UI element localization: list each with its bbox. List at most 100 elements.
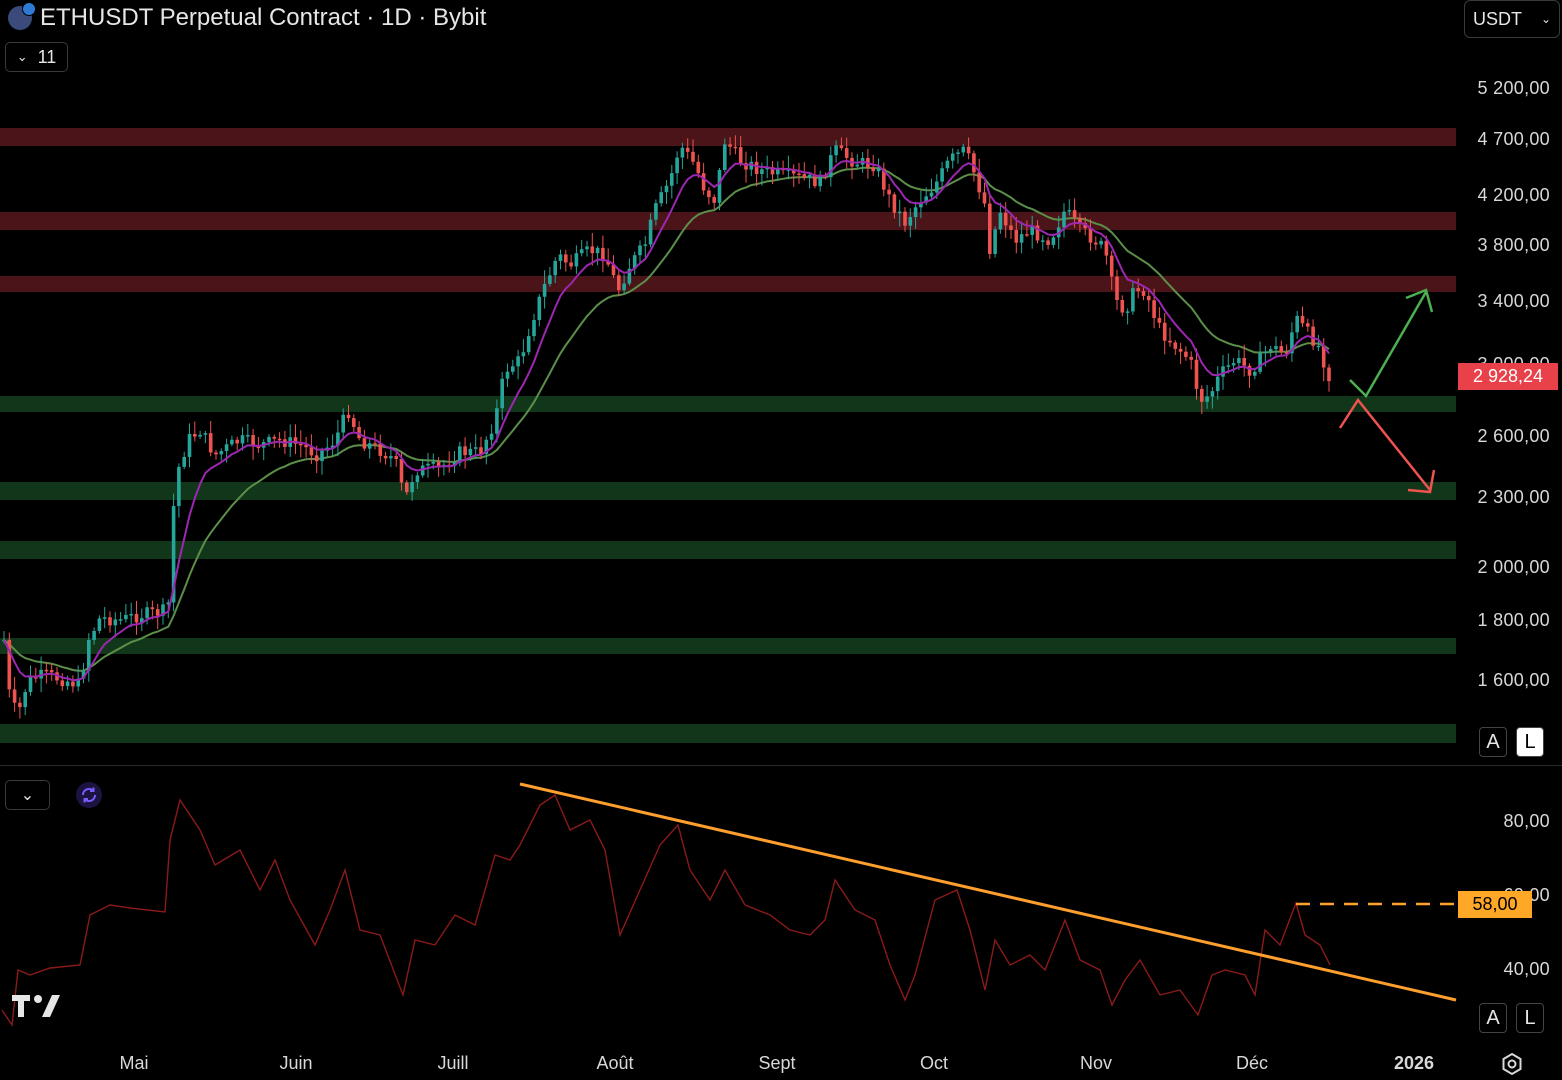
pane-divider[interactable] <box>0 765 1562 766</box>
candle-body <box>81 670 86 679</box>
candle-body <box>49 670 54 673</box>
candle-body <box>1237 358 1241 364</box>
candle-body <box>659 192 663 204</box>
candle-body <box>1030 225 1034 235</box>
candle-body <box>1147 295 1151 301</box>
bullish-scenario-arrow <box>1349 291 1428 399</box>
log-scale-button[interactable]: L <box>1516 727 1544 757</box>
rsi-auto-scale-button[interactable]: A <box>1479 1003 1507 1033</box>
candle-body <box>569 262 573 267</box>
candle-body <box>1094 242 1098 245</box>
candle-body <box>219 451 224 455</box>
candle-body <box>882 168 886 190</box>
candle-body <box>733 146 738 149</box>
candle-body <box>129 613 133 616</box>
rsi-log-scale-button[interactable]: L <box>1516 1003 1544 1033</box>
candle-body <box>701 173 706 191</box>
price-tick: 3 800,00 <box>1477 235 1550 255</box>
candle-body <box>431 461 436 464</box>
price-tick: 4 200,00 <box>1477 185 1550 205</box>
candle-body <box>166 602 171 605</box>
candle-body <box>956 152 960 154</box>
candle-body <box>717 169 722 203</box>
candle-body <box>892 194 897 213</box>
candle-body <box>214 452 218 455</box>
chart-title-text: ETHUSDT Perpetual Contract · 1D · Bybit <box>40 4 487 31</box>
candle-body <box>399 458 404 483</box>
candle-body <box>134 613 139 623</box>
candle-body <box>770 167 775 175</box>
candle-body <box>97 618 102 631</box>
candle-body <box>124 614 128 620</box>
candle-body <box>272 436 277 439</box>
auto-scale-button[interactable]: A <box>1479 727 1507 757</box>
rsi-tick: 40,00 <box>1503 959 1550 979</box>
chart-title[interactable]: ETHUSDT Perpetual Contract · 1D · Bybit <box>8 2 487 32</box>
candle-body <box>171 506 176 603</box>
candle-body <box>1205 396 1209 402</box>
candle-body <box>617 275 621 291</box>
price-tick: 2 000,00 <box>1477 557 1550 577</box>
resistance-zone <box>0 128 1456 146</box>
candle-body <box>950 153 955 161</box>
candle-body <box>463 446 467 456</box>
candle-body <box>1025 234 1029 236</box>
candle-body <box>484 439 489 454</box>
candle-body <box>1327 367 1331 382</box>
candle-body <box>246 435 250 437</box>
candle-body <box>1152 300 1156 318</box>
candle-body <box>1290 332 1294 354</box>
candle-body <box>945 160 950 169</box>
rsi-trendline <box>519 782 1457 1002</box>
candlesticks <box>2 135 1331 719</box>
tradingview-logo[interactable] <box>12 993 60 1019</box>
candle-body <box>548 275 552 284</box>
time-label: Déc <box>1235 1053 1269 1073</box>
candle-body <box>23 692 27 708</box>
candle-body <box>802 174 807 178</box>
candle-body <box>908 217 913 226</box>
chevron-down-icon: ⌄ <box>1540 12 1551 26</box>
candle-body <box>738 147 743 164</box>
rsi-tick: 80,00 <box>1503 811 1550 831</box>
candle-body <box>940 168 944 182</box>
candle-body <box>1041 240 1045 242</box>
candle-body <box>1311 326 1315 346</box>
candle-body <box>1115 276 1119 300</box>
candle-body <box>193 433 197 437</box>
chevron-down-icon: ⌄ <box>16 49 28 64</box>
indicators-toggle-button[interactable]: ⌄ 11 <box>5 42 68 72</box>
candle-body <box>240 435 245 444</box>
candle-body <box>357 426 361 439</box>
gear-icon[interactable] <box>1500 1052 1524 1076</box>
candle-body <box>76 678 80 687</box>
candle-body <box>1284 352 1289 354</box>
candle-body <box>1189 356 1193 360</box>
candle-body <box>1173 342 1178 349</box>
candle-body <box>786 169 791 171</box>
sync-icon[interactable] <box>76 782 102 808</box>
time-label: Mai <box>119 1053 149 1073</box>
candle-body <box>87 639 91 671</box>
candle-body <box>426 463 430 466</box>
candle-body <box>696 161 701 174</box>
candle-body <box>553 260 557 276</box>
candle-body <box>235 439 239 444</box>
candle-body <box>919 202 923 208</box>
candle-body <box>468 448 473 456</box>
candle-body <box>55 672 59 681</box>
price-tick: 1 600,00 <box>1477 670 1550 690</box>
rsi-pane-toggle-button[interactable]: ⌄ <box>5 780 50 810</box>
currency-select[interactable]: USDT ⌄ <box>1464 0 1560 38</box>
candle-body <box>251 435 255 447</box>
time-label: Juin <box>279 1053 313 1073</box>
candle-body <box>1268 349 1273 352</box>
candle-body <box>7 639 12 690</box>
candle-body <box>1258 353 1262 372</box>
candle-body <box>394 456 398 459</box>
candle-body <box>18 702 22 708</box>
candle-body <box>844 148 849 158</box>
candle-body <box>707 190 711 198</box>
candle-body <box>367 443 372 449</box>
